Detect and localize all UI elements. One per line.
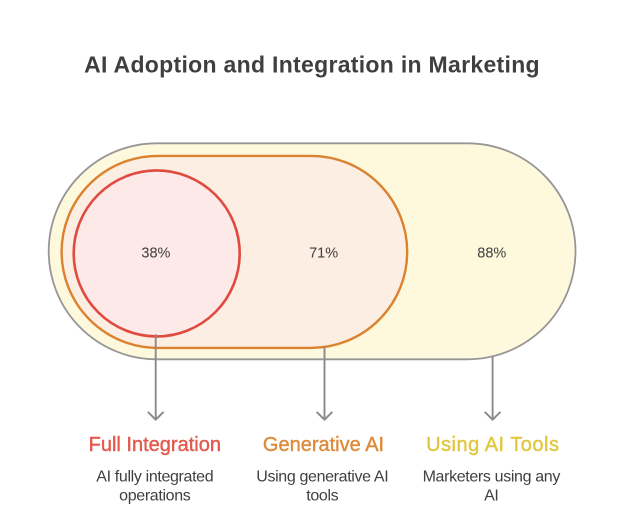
svg-text:tools: tools xyxy=(306,487,338,504)
svg-text:Full Integration: Full Integration xyxy=(89,434,221,456)
svg-text:88%: 88% xyxy=(477,245,506,261)
svg-text:38%: 38% xyxy=(141,245,170,261)
svg-text:operations: operations xyxy=(119,487,191,504)
svg-text:Using generative AI: Using generative AI xyxy=(256,468,388,485)
svg-text:Marketers using any: Marketers using any xyxy=(423,468,561,485)
svg-text:Using AI Tools: Using AI Tools xyxy=(426,434,559,456)
svg-text:AI Adoption and Integration in: AI Adoption and Integration in Marketing xyxy=(84,52,540,78)
svg-text:Generative AI: Generative AI xyxy=(263,434,384,456)
svg-text:AI fully integrated: AI fully integrated xyxy=(96,468,213,485)
svg-text:71%: 71% xyxy=(309,245,338,261)
svg-text:AI: AI xyxy=(484,487,498,504)
